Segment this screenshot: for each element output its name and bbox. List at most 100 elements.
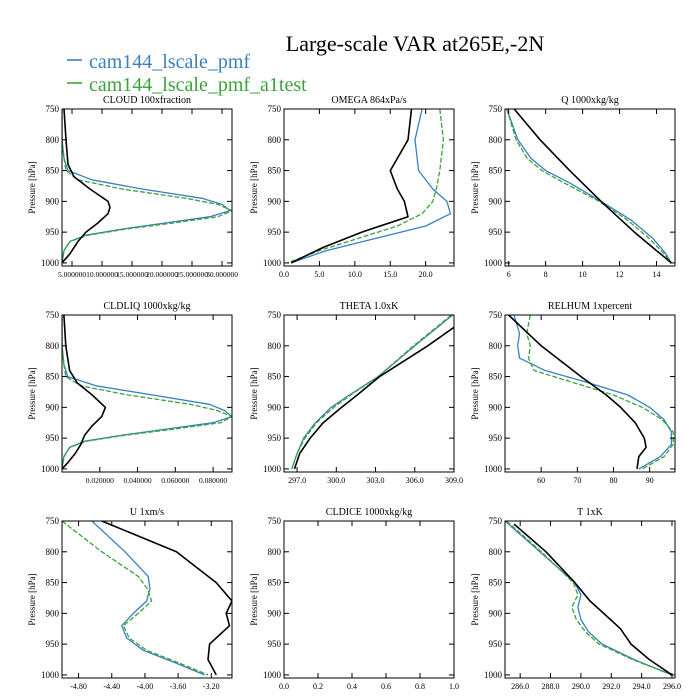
panel-title: U 1xm/s [130,507,164,518]
series-line-a1test [291,315,452,470]
y-tick-label: 750 [489,104,503,114]
x-tick-label: 5.0 [314,270,324,279]
series-group [62,521,232,676]
y-tick-label: 850 [268,372,282,382]
chart-panel-6: 750 800 850 900 950 1000 -4.80 -4.40 -4.00 -3.60 -… [27,507,233,691]
x-tick-label: 290.0 [572,682,590,691]
chart-panel-4: 750 800 850 900 950 1000 297.0 300.0 303.0 306.0 3… [249,301,463,485]
x-tick-label: 10.0 [348,270,362,279]
y-tick-label: 750 [489,516,503,526]
x-tick-label: 70 [573,476,581,485]
x-tick-label: 292.0 [602,682,620,691]
x-tick-label: 294.0 [633,682,651,691]
series-line-reference [62,315,107,470]
panel-title: T 1xK [577,507,603,518]
series-line-pmf [291,315,454,470]
y-tick-label: 950 [489,433,503,443]
legend-label-a1test: cam144_lscale_pmf_a1test [89,74,307,96]
series-group [508,315,674,470]
y-tick-label: 750 [46,104,60,114]
y-tick-label: 850 [489,372,503,382]
legend: cam144_lscale_pmf cam144_lscale_pmf_a1te… [67,51,307,96]
panel-title: Q 1000xkg/kg [561,95,619,106]
x-tick-label: 15.0 [383,270,397,279]
x-tick-label: 0.020000 [86,476,114,485]
y-tick-label: 850 [489,166,503,176]
y-tick-label: 800 [489,341,503,351]
x-tick-label: 10 [579,270,587,279]
x-tick-label: 8 [544,270,548,279]
y-tick-label: 1000 [41,464,60,474]
y-tick-label: 950 [489,227,503,237]
y-tick-label: 950 [268,227,282,237]
y-tick-label: 850 [489,578,503,588]
x-tick-label: 1.0 [449,682,459,691]
x-tick-label: 0.8 [415,682,425,691]
legend-label-pmf: cam144_lscale_pmf [89,51,250,73]
series-line-a1test [62,109,232,264]
x-tick-label: -4.40 [103,682,120,691]
y-tick-label: 750 [268,104,282,114]
series-line-pmf [91,521,205,676]
y-tick-label: 800 [268,135,282,145]
plot-frame [283,314,455,473]
x-tick-label: -3.20 [203,682,220,691]
y-tick-label: 1000 [484,670,503,680]
y-tick-label: 750 [46,310,60,320]
y-axis-label: Pressure [hPa] [249,367,259,419]
y-tick-label: 850 [46,372,60,382]
y-axis-label: Pressure [hPa] [27,367,37,419]
x-tick-label: 0.060000 [161,476,189,485]
y-tick-label: 900 [268,196,282,206]
x-tick-label: 60 [537,476,545,485]
y-axis-label: Pressure [hPa] [27,161,37,213]
panel-title: CLOUD 100xfraction [103,95,191,106]
x-tick-label: 0.0 [279,270,289,279]
series-line-reference [101,521,232,676]
y-tick-label: 1000 [41,258,60,268]
series-line-a1test [287,109,445,264]
y-axis-label: Pressure [hPa] [470,573,480,625]
series-group [506,109,672,264]
series-line-reference [513,523,673,676]
x-tick-label: -4.80 [70,682,87,691]
y-tick-label: 800 [268,341,282,351]
plot-frame [504,314,676,473]
series-line-reference [508,315,647,470]
x-tick-label: 0.080000 [199,476,227,485]
x-tick-label: 303.0 [367,476,385,485]
y-tick-label: 1000 [41,670,60,680]
x-tick-label: 286.0 [511,682,529,691]
x-tick-label: -4.00 [137,682,154,691]
y-tick-label: 950 [268,433,282,443]
plot-frame [61,314,233,473]
x-tick-label: 10.000000 [86,270,118,279]
series-group [62,109,232,264]
y-tick-label: 900 [268,402,282,412]
chart-panel-2: 750 800 850 900 950 1000 6 8 10 12 14 Q 1000xkg/kg P… [470,95,676,279]
y-tick-label: 1000 [263,464,282,474]
y-tick-label: 850 [46,166,60,176]
y-tick-label: 800 [46,135,60,145]
x-tick-label: 20.0 [419,270,433,279]
chart-panel-3: 750 800 850 900 950 1000 0.020000 0.040000 0.060… [27,301,233,485]
y-tick-label: 900 [489,402,503,412]
y-tick-label: 950 [46,433,60,443]
series-line-reference [293,326,454,470]
series-group [287,109,452,264]
y-tick-label: 850 [268,166,282,176]
x-tick-label: 0.2 [313,682,323,691]
y-tick-label: 1000 [484,258,503,268]
chart-panel-0: 750 800 850 900 950 1000 5.000000 10.00000015.0… [27,95,238,279]
plot-frame [61,520,233,679]
x-tick-label: 15.000000 [116,270,148,279]
x-tick-label: 0.4 [347,682,357,691]
x-tick-label: 25.000000 [176,270,208,279]
y-tick-label: 750 [268,310,282,320]
x-tick-label: 14 [653,270,661,279]
series-line-pmf [505,521,673,676]
plot-frame [504,108,676,267]
y-axis-label: Pressure [hPa] [249,573,259,625]
